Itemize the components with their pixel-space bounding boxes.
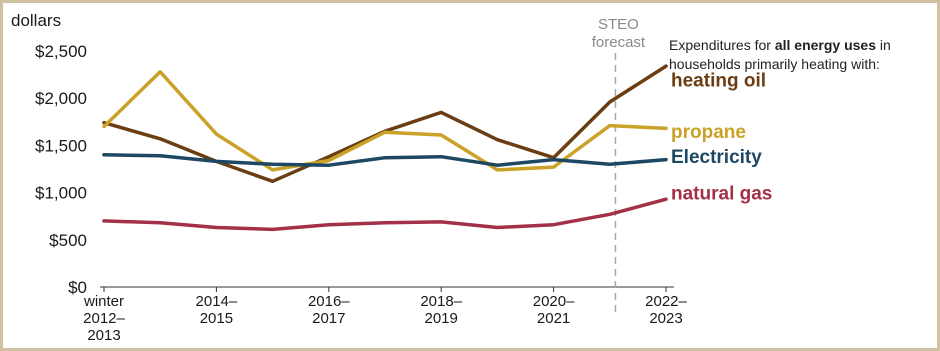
x-tick-label: 2016– 2017 bbox=[308, 293, 350, 327]
y-tick-label: $1,500 bbox=[35, 136, 87, 155]
series-line-heating-oil bbox=[102, 64, 668, 184]
series-line-natural-gas bbox=[102, 197, 668, 232]
series-labels: heating oil propane Electricity natural gas bbox=[671, 70, 772, 204]
y-tick-label: $500 bbox=[49, 231, 87, 250]
forecast-marker: STEO forecast bbox=[592, 16, 646, 313]
annotation-suffix: in bbox=[876, 37, 891, 53]
series-lines bbox=[102, 64, 668, 232]
y-axis-unit-label: dollars bbox=[11, 11, 61, 30]
annotation-line-2: households primarily heating with: bbox=[669, 56, 880, 72]
annotation-prefix: Expenditures for bbox=[669, 37, 775, 53]
series-line-propane bbox=[102, 70, 668, 172]
series-label-propane: propane bbox=[671, 122, 746, 143]
svg-text:Expenditures for all energy us: Expenditures for all energy uses in bbox=[669, 37, 891, 53]
chart-annotation: Expenditures for all energy uses in hous… bbox=[669, 37, 891, 72]
series-label-natural-gas: natural gas bbox=[671, 184, 772, 205]
x-tick-label: 2018– 2019 bbox=[420, 293, 462, 327]
x-tick-label: 2020– 2021 bbox=[533, 293, 575, 327]
y-tick-label: $0 bbox=[68, 278, 87, 297]
forecast-label: STEO forecast bbox=[592, 16, 646, 51]
y-tick-label: $2,500 bbox=[35, 42, 87, 61]
series-label-heating-oil: heating oil bbox=[671, 70, 766, 91]
y-tick-label: $1,000 bbox=[35, 184, 87, 203]
y-tick-label: $2,000 bbox=[35, 89, 87, 108]
series-line-electricity bbox=[102, 153, 668, 167]
axes: $0 $500 $1,000 $1,500 $2,000 $2,500 winter 2012… bbox=[35, 42, 688, 344]
x-tick-label: 2022– 2023 bbox=[645, 293, 687, 327]
x-tick-label: 2014– 2015 bbox=[196, 293, 238, 327]
line-chart: $0 $500 $1,000 $1,500 $2,000 $2,500 winter 2012… bbox=[11, 11, 891, 344]
annotation-bold: all energy uses bbox=[775, 37, 876, 53]
series-label-electricity: Electricity bbox=[671, 147, 762, 168]
x-tick-label: winter 2012– 2013 bbox=[83, 293, 126, 344]
